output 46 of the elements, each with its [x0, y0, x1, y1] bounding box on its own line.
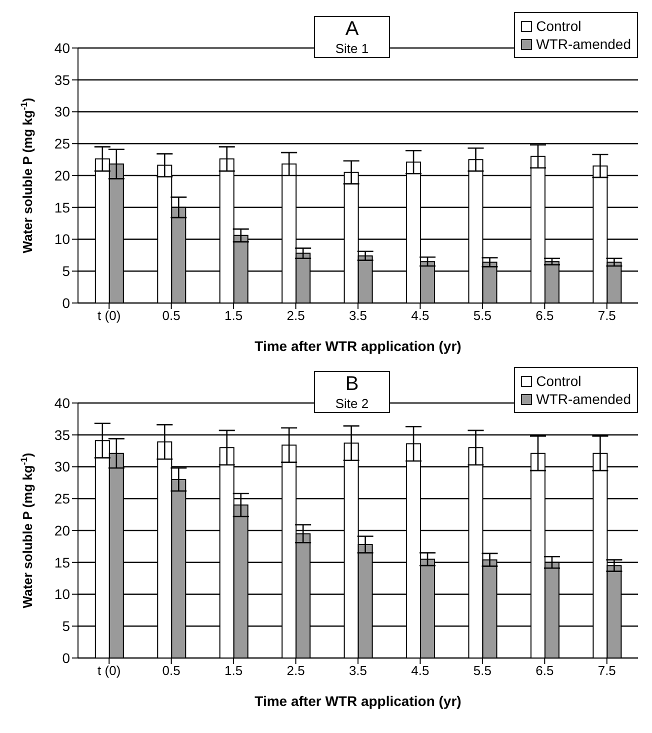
y-tick-label: 15 — [54, 554, 70, 570]
y-tick-label: 20 — [54, 167, 70, 184]
x-tick-label: 0.5 — [162, 663, 180, 678]
y-tick-label: 25 — [54, 490, 70, 507]
y-tick-label: 25 — [54, 136, 70, 152]
chart-subtitle: Site 2 — [334, 396, 370, 412]
x-tick-label: 3.5 — [348, 308, 368, 324]
y-tick-label: 30 — [54, 458, 70, 475]
legend-label: Control — [536, 18, 582, 34]
x-tick-label: 0.5 — [162, 308, 180, 324]
x-tick-label: 4.5 — [411, 308, 430, 324]
y-tick-label: 10 — [54, 231, 70, 248]
chart-title: B — [344, 372, 360, 396]
y-tick-label: 5 — [62, 618, 70, 634]
x-tick-label: 2.5 — [286, 663, 305, 678]
y-tick-label: 0 — [62, 294, 70, 311]
y-tick-label: 5 — [62, 263, 70, 280]
x-tick-label: 2.5 — [286, 308, 305, 324]
y-tick-label: 40 — [54, 394, 70, 411]
y-tick-label: 35 — [54, 72, 70, 88]
legend-label: WTR-amended — [536, 391, 631, 407]
x-axis-title: Time after WTR application (yr) — [254, 693, 462, 709]
x-tick-label: 1.5 — [224, 663, 243, 678]
x-tick-label: 5.5 — [473, 308, 492, 324]
y-tick-label: 20 — [54, 522, 70, 538]
legend-label: Control — [536, 373, 582, 389]
x-tick-label: 5.5 — [473, 663, 492, 678]
y-tick-label: 30 — [54, 104, 70, 120]
chart-title: A — [344, 17, 360, 41]
y-tick-label: 0 — [62, 650, 70, 666]
x-tick-label: 6.5 — [536, 663, 554, 678]
x-tick-label: t (0) — [98, 663, 121, 678]
y-tick-label: 10 — [54, 586, 70, 602]
x-tick-label: 3.5 — [348, 663, 368, 678]
x-tick-label: 4.5 — [411, 663, 430, 678]
x-tick-label: 6.5 — [536, 308, 554, 324]
x-axis-title: Time after WTR application (yr) — [254, 338, 462, 354]
legend-label: WTR-amended — [536, 36, 631, 52]
y-tick-label: 35 — [54, 426, 70, 443]
chart-subtitle: Site 1 — [334, 41, 370, 57]
x-tick-label: 7.5 — [598, 308, 616, 324]
y-tick-label: 15 — [54, 199, 70, 216]
x-tick-label: 7.5 — [598, 663, 616, 678]
y-tick-label: 40 — [54, 40, 70, 56]
x-tick-label: 1.5 — [224, 308, 243, 324]
x-tick-label: t (0) — [98, 308, 121, 324]
